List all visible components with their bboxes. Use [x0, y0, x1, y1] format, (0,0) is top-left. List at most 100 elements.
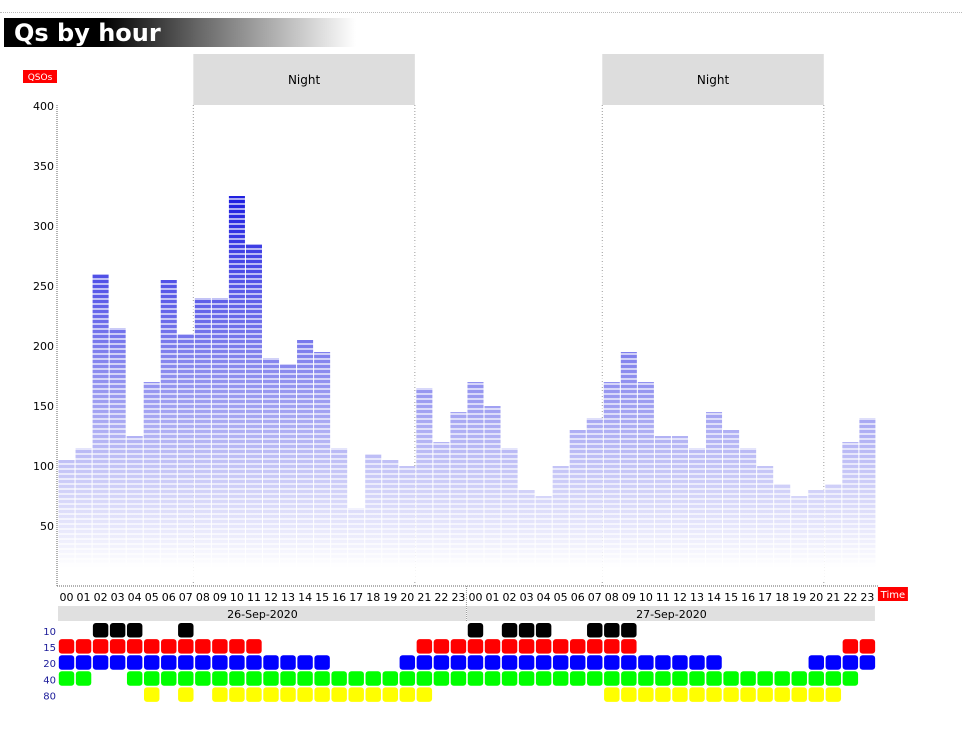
band-activity-cell — [399, 655, 416, 670]
band-activity-cell — [263, 687, 279, 702]
band-activity-cell — [280, 655, 296, 670]
y-tick-label: 250 — [33, 280, 54, 293]
band-activity-cell — [75, 671, 92, 686]
band-activity-cell — [535, 639, 552, 654]
band-activity-cell — [706, 687, 722, 702]
x-tick-label: 14 — [298, 591, 312, 604]
x-tick-label: 09 — [213, 591, 227, 604]
band-activity-cell — [297, 687, 313, 702]
band-activity-cell — [126, 655, 143, 670]
band-activity-cell — [280, 671, 296, 686]
band-activity-cell — [518, 655, 535, 670]
band-activity-cell — [621, 623, 637, 638]
bar — [331, 448, 348, 582]
band-activity-cell — [842, 655, 859, 670]
bar — [382, 460, 399, 582]
x-tick-label: 22 — [843, 591, 857, 604]
band-label: 10 — [43, 627, 56, 638]
band-activity-cell — [672, 671, 688, 686]
band-activity-cell — [297, 671, 313, 686]
band-activity-cell — [297, 655, 313, 670]
x-tick-label: 11 — [656, 591, 670, 604]
bar — [58, 460, 75, 582]
band-activity-cell — [399, 687, 416, 702]
band-activity-cell — [825, 655, 842, 670]
band-activity-cell — [604, 623, 620, 638]
band-activity-cell — [570, 671, 586, 686]
band-activity-cell — [484, 655, 501, 670]
band-activity-cell — [229, 639, 245, 654]
x-tick-label: 08 — [196, 591, 210, 604]
y-axis-label: QSOs — [28, 73, 53, 83]
band-activity-cell — [501, 655, 518, 670]
band-activity-cell — [92, 655, 109, 670]
bar — [688, 448, 706, 582]
top-divider — [0, 12, 962, 13]
x-tick-label: 06 — [571, 591, 585, 604]
band-activity-cell — [212, 671, 228, 686]
bar — [75, 448, 92, 582]
x-tick-label: 00 — [60, 591, 74, 604]
y-tick-label: 350 — [33, 160, 54, 173]
band-activity-cell — [621, 655, 637, 670]
band-activity-cell — [604, 639, 620, 654]
band-activity-cell — [263, 671, 279, 686]
x-tick-label: 22 — [434, 591, 448, 604]
band-activity-cell — [587, 671, 603, 686]
x-tick-label: 02 — [94, 591, 108, 604]
band-activity-cell — [126, 623, 143, 638]
x-tick-label: 12 — [264, 591, 278, 604]
x-tick-label: 20 — [809, 591, 823, 604]
bar — [365, 454, 382, 582]
band-activity-cell — [92, 623, 109, 638]
band-activity-cell — [246, 687, 262, 702]
date-label: 27-Sep-2020 — [636, 608, 707, 621]
band-activity-cell — [825, 671, 842, 686]
band-activity-cell — [774, 687, 790, 702]
band-activity-cell — [58, 655, 75, 670]
band-activity-cell — [518, 623, 535, 638]
band-activity-cell — [178, 687, 194, 702]
band-label: 15 — [43, 643, 56, 654]
band-activity-cell — [195, 671, 211, 686]
band-activity-cell — [280, 687, 296, 702]
band-activity-cell — [416, 671, 433, 686]
band-activity-cell — [740, 687, 756, 702]
band-activity-cell — [706, 671, 722, 686]
band-activity-cell — [791, 671, 807, 686]
band-activity-cell — [229, 655, 245, 670]
x-tick-label: 20 — [400, 591, 414, 604]
band-activity-cell — [246, 655, 262, 670]
date-bar — [466, 606, 875, 621]
band-activity-cell — [450, 639, 467, 654]
y-tick-label: 150 — [33, 400, 54, 413]
band-activity-cell — [467, 623, 484, 638]
bar — [314, 352, 331, 582]
x-tick-label: 15 — [724, 591, 738, 604]
band-activity-cell — [689, 687, 705, 702]
x-tick-label: 19 — [383, 591, 397, 604]
band-activity-cell — [399, 671, 416, 686]
band-activity-cell — [689, 655, 705, 670]
x-tick-label: 03 — [520, 591, 534, 604]
band-activity-cell — [723, 687, 739, 702]
bar — [416, 388, 433, 582]
band-activity-cell — [212, 639, 228, 654]
band-activity-cell — [416, 639, 433, 654]
band-activity-cell — [672, 687, 688, 702]
x-tick-label: 05 — [554, 591, 568, 604]
x-tick-label: 18 — [366, 591, 380, 604]
band-activity-cell — [433, 655, 450, 670]
band-activity-cell — [552, 639, 569, 654]
bar — [859, 418, 876, 582]
band-activity-cell — [655, 655, 671, 670]
x-tick-label: 05 — [145, 591, 159, 604]
bar — [706, 412, 723, 582]
band-activity-cell — [331, 687, 347, 702]
x-tick-label: 06 — [162, 591, 176, 604]
band-activity-cell — [621, 671, 637, 686]
x-tick-label: 07 — [588, 591, 602, 604]
band-activity-cell — [808, 687, 824, 702]
band-activity-cell — [178, 671, 194, 686]
